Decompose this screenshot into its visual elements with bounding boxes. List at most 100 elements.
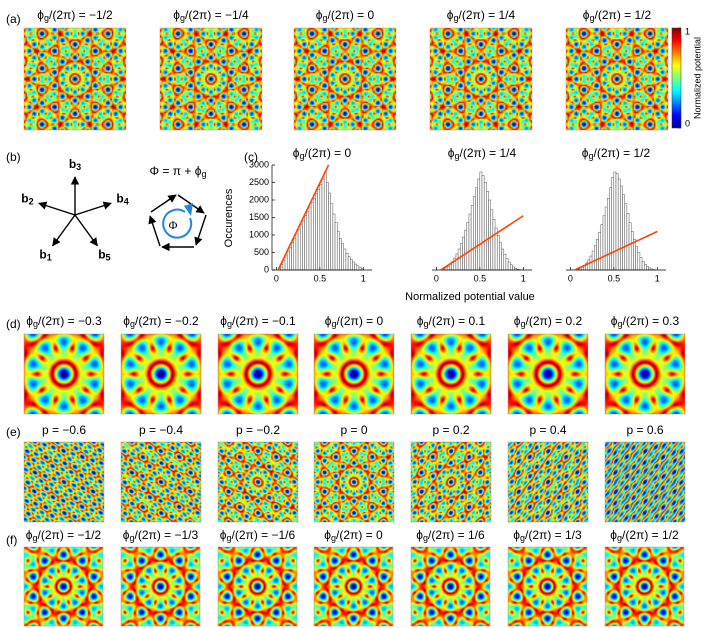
panel-label: (d) xyxy=(6,317,21,331)
bar xyxy=(637,252,641,271)
potential-map xyxy=(314,334,394,414)
chart-title-rest: /(2π) = 1/4 xyxy=(460,146,517,160)
map-title-rest: /(2π) = −1/4 xyxy=(185,8,249,22)
map-title: ϕg/(2π) = 0 xyxy=(316,8,375,23)
bar xyxy=(604,206,608,271)
basis-label-main: b xyxy=(69,157,76,171)
chart-title-sub: g xyxy=(455,151,460,161)
bar xyxy=(315,193,318,271)
basis-label: b5 xyxy=(98,248,110,263)
map-frame xyxy=(217,441,299,523)
bar xyxy=(596,238,599,271)
bar xyxy=(475,187,478,271)
potential-map xyxy=(24,28,126,130)
map-title-rest: /(2π) = −1/6 xyxy=(232,528,296,542)
map-title-main: ϕ xyxy=(417,314,424,328)
chart-title: ϕg/(2π) = 1/2 xyxy=(582,146,651,161)
potential-map xyxy=(508,334,588,414)
bar xyxy=(286,251,290,271)
map-title-sub: g xyxy=(227,533,232,543)
fit-line xyxy=(277,164,330,271)
phase-formula-sub: g xyxy=(201,169,206,179)
map-title-rest: /(2π) = −0.2 xyxy=(135,314,199,328)
bar xyxy=(291,242,294,271)
map-title: ϕg/(2π) = 0.2 xyxy=(514,314,583,329)
x-tick-label: 0 xyxy=(274,273,279,283)
potential-map xyxy=(218,547,297,626)
bar xyxy=(600,224,604,271)
basis-label-sub: 2 xyxy=(29,197,34,207)
map-title: ϕg/(2π) = −1/3 xyxy=(123,528,199,543)
map-title-rest: /(2π) = −1/2 xyxy=(38,528,102,542)
bar xyxy=(635,245,638,271)
map-title-sub: g xyxy=(33,533,38,543)
bar xyxy=(300,224,303,271)
bar xyxy=(611,177,615,271)
basis-label-main: b xyxy=(116,192,123,206)
potential-map xyxy=(411,334,491,414)
potential-map xyxy=(24,334,104,414)
map-title-rest: /(2π) = 1/2 xyxy=(595,8,652,22)
map-title-rest: /(2π) = 0 xyxy=(328,8,375,22)
bar xyxy=(449,264,452,271)
bar xyxy=(284,255,288,271)
map-frame xyxy=(293,27,397,131)
bar xyxy=(501,248,504,271)
x-axis-label: Normalized potential value xyxy=(405,291,535,303)
bar xyxy=(343,248,347,271)
bar xyxy=(488,199,491,271)
potential-map xyxy=(508,442,588,522)
bar xyxy=(321,178,325,271)
map-title-main: ϕ xyxy=(220,314,227,328)
chart-title-main: ϕ xyxy=(448,146,455,160)
bar xyxy=(598,231,602,271)
fit-line xyxy=(440,215,524,271)
map-title-main: ϕ xyxy=(325,314,332,328)
y-tick-label: 3000 xyxy=(249,159,269,169)
bar xyxy=(345,252,349,271)
map-title: p = 0.2 xyxy=(432,423,469,437)
bar xyxy=(496,235,500,271)
map-frame xyxy=(565,27,669,131)
map-title: p = −0.4 xyxy=(139,423,183,437)
bar xyxy=(354,263,358,271)
basis-vector xyxy=(74,214,98,247)
bar xyxy=(464,229,468,271)
map-title-rest: /(2π) = −0.1 xyxy=(232,314,296,328)
bar xyxy=(306,210,310,271)
map-title-rest: /(2π) = −1/2 xyxy=(49,8,113,22)
basis-label-sub: 5 xyxy=(106,253,111,263)
bar xyxy=(479,171,483,271)
map-title-rest: /(2π) = 0.3 xyxy=(623,314,680,328)
panel-label: (f) xyxy=(6,533,17,547)
angle-arc xyxy=(162,208,193,239)
map-frame xyxy=(23,441,105,523)
map-title-sub: g xyxy=(130,533,135,543)
potential-map xyxy=(430,28,532,130)
basis-label-sub: 1 xyxy=(47,253,52,263)
bar xyxy=(336,231,340,271)
map-title-main: ϕ xyxy=(416,528,423,542)
bar xyxy=(350,259,353,271)
potential-map xyxy=(314,547,393,626)
pentagon-arrows xyxy=(148,194,207,252)
potential-map xyxy=(160,28,262,130)
bar xyxy=(282,260,286,271)
potential-map xyxy=(24,442,104,522)
bar xyxy=(302,220,305,271)
map-frame xyxy=(313,333,395,415)
map-title: p = 0.6 xyxy=(626,423,663,437)
potential-map xyxy=(605,547,684,626)
map-title: ϕg/(2π) = 1/2 xyxy=(583,8,652,23)
map-title-sub: g xyxy=(590,13,595,23)
panel-label: (c) xyxy=(244,150,258,164)
map-frame xyxy=(604,441,686,523)
bar xyxy=(295,233,299,271)
map-title-sub: g xyxy=(332,319,337,329)
bar xyxy=(352,261,355,271)
map-title: ϕg/(2π) = 1/2 xyxy=(610,528,679,543)
colorbar xyxy=(671,27,682,129)
chart-title-rest: /(2π) = 0 xyxy=(305,146,352,160)
map-title-main: ϕ xyxy=(173,8,180,22)
